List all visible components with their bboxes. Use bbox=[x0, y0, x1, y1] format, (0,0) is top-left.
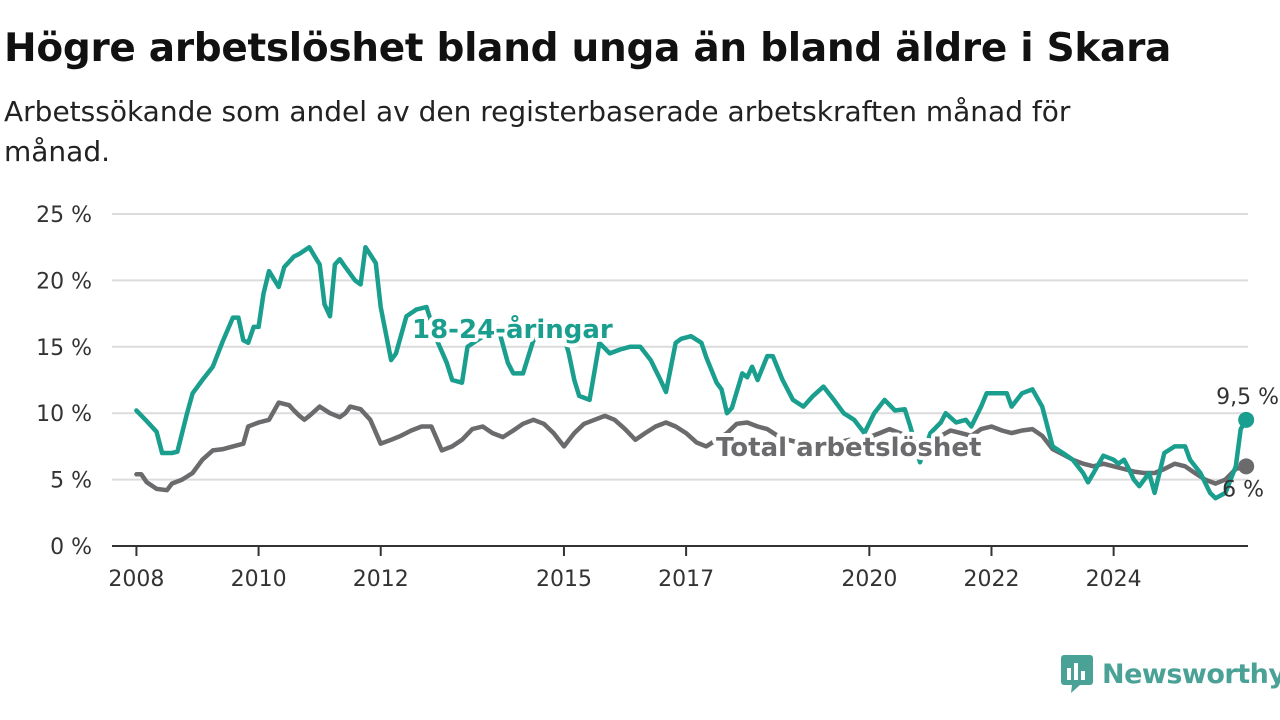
end-point-total bbox=[1238, 458, 1255, 475]
y-tick-label: 10 % bbox=[36, 402, 92, 427]
newsworthy-logo-icon bbox=[1061, 655, 1093, 693]
y-tick-label: 20 % bbox=[36, 269, 92, 294]
x-tick-label: 2022 bbox=[963, 567, 1019, 592]
series-line-youth bbox=[134, 244, 1249, 501]
series-label-total: Total arbetslöshet bbox=[716, 433, 981, 463]
series-line-total bbox=[134, 400, 1249, 493]
x-axis: 2008 2010 2012 2015 2017 2020 2022 2024 bbox=[108, 545, 1248, 592]
series-labels: 9,5 % 6 % 18-24-åringar Total arbetslöshet bbox=[408, 309, 1279, 502]
y-tick-label: 25 % bbox=[36, 203, 92, 228]
x-tick-label: 2010 bbox=[231, 567, 287, 592]
end-value-total: 6 % bbox=[1222, 477, 1264, 502]
brand-logo: Newsworthy bbox=[1060, 654, 1280, 694]
x-tick-label: 2012 bbox=[353, 567, 409, 592]
brand-name: Newsworthy bbox=[1102, 658, 1280, 690]
x-tick-label: 2008 bbox=[108, 567, 164, 592]
end-point-youth bbox=[1238, 411, 1255, 428]
series-label-youth: 18-24-åringar bbox=[412, 313, 613, 345]
gridlines bbox=[112, 213, 1248, 481]
y-tick-label: 15 % bbox=[36, 336, 92, 361]
x-tick-label: 2020 bbox=[841, 567, 897, 592]
x-tick-label: 2015 bbox=[536, 567, 592, 592]
chart-subtitle: Arbetssökande som andel av den registerb… bbox=[4, 95, 1071, 168]
y-tick-label: 0 % bbox=[50, 535, 92, 560]
series-lines bbox=[134, 244, 1249, 501]
end-value-youth: 9,5 % bbox=[1216, 385, 1279, 410]
y-tick-label: 5 % bbox=[50, 469, 92, 494]
x-tick-label: 2017 bbox=[658, 567, 714, 592]
y-axis-tick-labels: 0 % 5 % 10 % 15 % 20 % 25 % bbox=[36, 203, 92, 560]
x-tick-label: 2024 bbox=[1086, 567, 1142, 592]
chart-title: Högre arbetslöshet bland unga än bland ä… bbox=[4, 26, 1172, 71]
